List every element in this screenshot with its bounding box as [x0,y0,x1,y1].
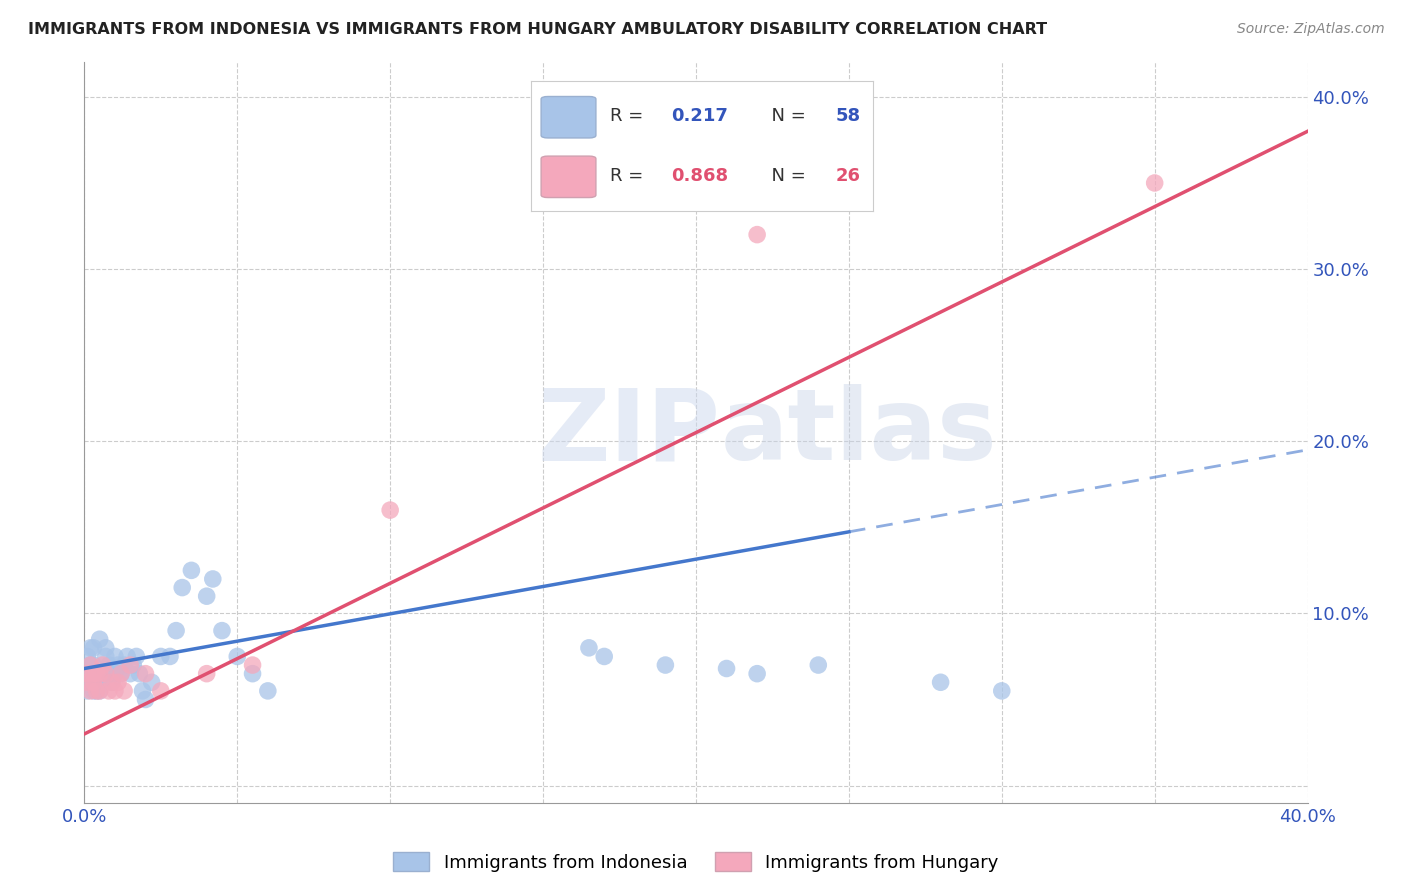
Point [226,649,249,664]
Point [165,624,187,638]
Point [76,675,98,690]
Point [79,640,101,655]
Point [86,666,108,681]
Point [654,658,676,673]
Point [107,675,129,690]
Point [89,684,111,698]
Point [79,684,101,698]
Point [83,675,105,690]
Point [131,684,153,698]
Point [83,684,105,698]
Point [135,666,157,681]
Point [94,649,117,664]
Point [94,666,117,681]
Point [91,658,114,673]
Point [91,675,114,690]
Point [101,675,124,690]
Point [86,666,108,681]
Point [97,684,120,698]
Point [135,692,157,706]
Point [201,572,224,586]
Point [97,658,120,673]
Point [747,227,769,242]
Point [91,666,114,681]
Point [89,675,111,690]
Point [94,640,117,655]
Point [242,658,264,673]
Point [112,684,135,698]
Point [83,675,105,690]
Point [101,666,124,681]
Point [257,684,280,698]
Point [83,666,105,681]
Point [120,666,142,681]
Point [122,658,145,673]
Point [89,632,111,647]
Point [716,661,738,675]
Point [76,666,98,681]
Point [86,684,108,698]
Point [1143,176,1166,190]
Point [929,675,952,690]
Point [83,658,105,673]
Point [128,666,150,681]
Point [79,675,101,690]
Point [195,666,218,681]
Point [115,649,138,664]
Point [149,649,172,664]
Point [79,658,101,673]
Point [110,666,132,681]
Point [149,684,172,698]
Point [195,589,218,603]
Point [242,666,264,681]
Point [593,649,616,664]
Point [76,684,98,698]
Legend: Immigrants from Indonesia, Immigrants from Hungary: Immigrants from Indonesia, Immigrants fr… [387,845,1005,879]
Point [79,658,101,673]
Point [86,675,108,690]
Point [578,640,600,655]
Point [120,658,142,673]
Point [89,666,111,681]
Point [86,684,108,698]
Point [125,649,148,664]
Point [107,658,129,673]
Point [76,666,98,681]
Point [172,581,194,595]
Point [89,684,111,698]
Point [991,684,1014,698]
Point [104,666,127,681]
Point [101,675,124,690]
Point [79,666,101,681]
Point [97,666,120,681]
Point [747,666,769,681]
Point [807,658,830,673]
Point [110,666,132,681]
Point [380,503,402,517]
Point [180,563,202,577]
Point [112,658,135,673]
Text: Source: ZipAtlas.com: Source: ZipAtlas.com [1237,22,1385,37]
Point [76,649,98,664]
Point [211,624,233,638]
Point [89,666,111,681]
Point [104,649,127,664]
Text: ZIP: ZIP [537,384,720,481]
Point [141,675,163,690]
Point [104,684,127,698]
Point [83,640,105,655]
Text: atlas: atlas [720,384,997,481]
Text: IMMIGRANTS FROM INDONESIA VS IMMIGRANTS FROM HUNGARY AMBULATORY DISABILITY CORRE: IMMIGRANTS FROM INDONESIA VS IMMIGRANTS … [28,22,1047,37]
Point [159,649,181,664]
